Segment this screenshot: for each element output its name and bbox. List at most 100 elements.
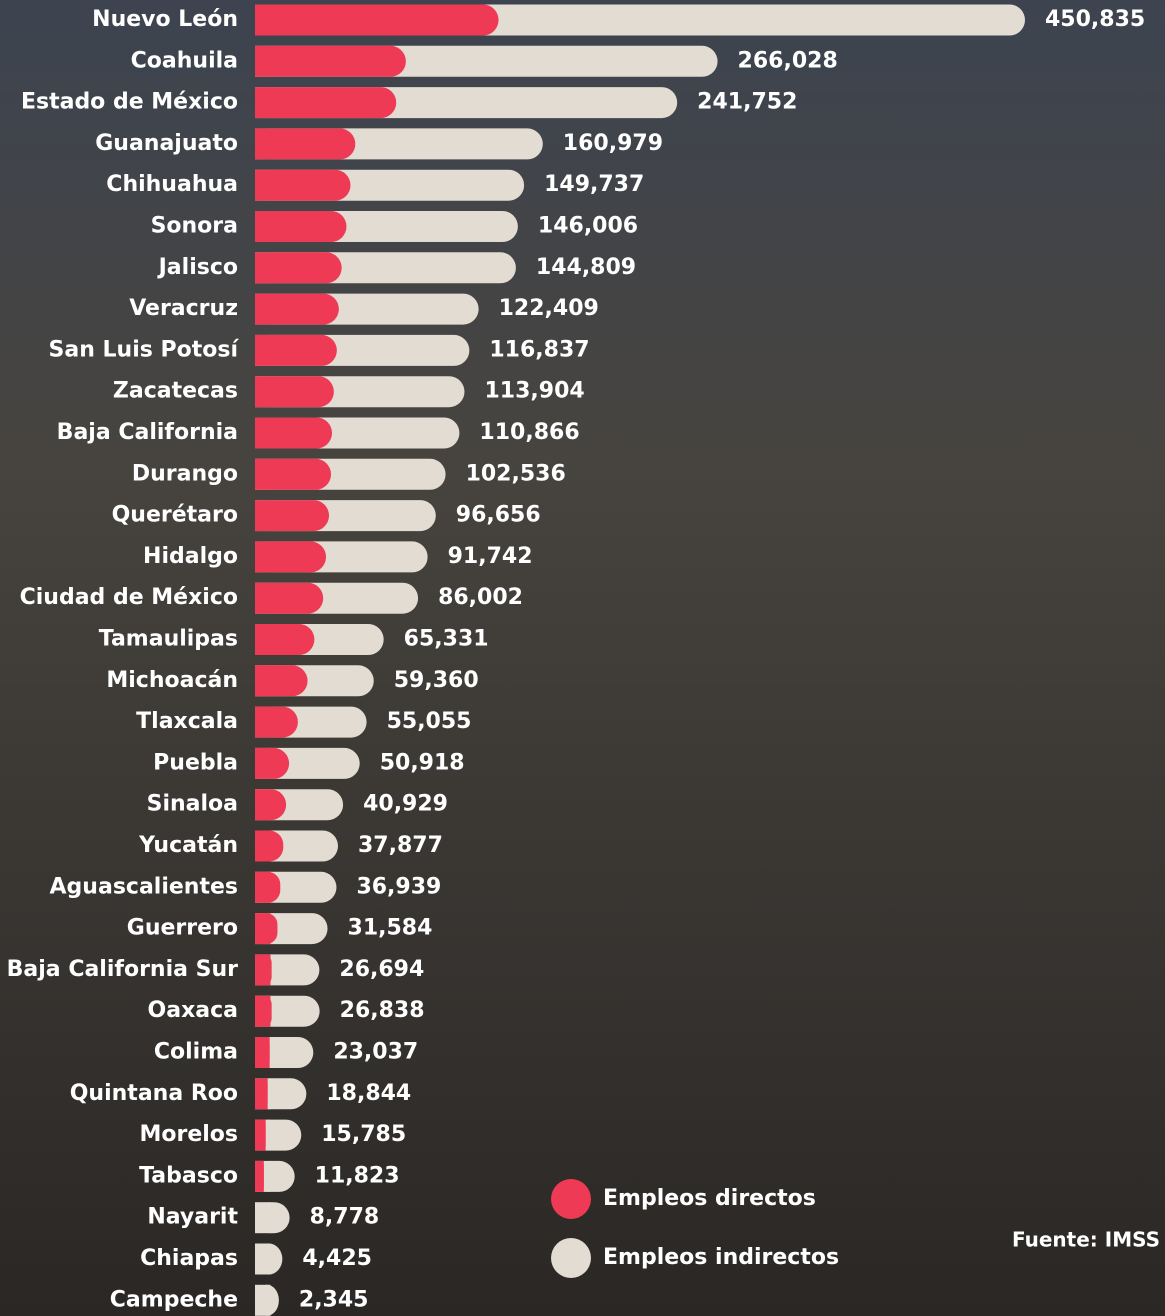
bar-segment: [255, 500, 330, 532]
bar-segment: [255, 169, 351, 201]
category-label: Aguascalientes: [50, 874, 238, 899]
bar-segment: [255, 417, 333, 449]
total-label: 122,409: [499, 296, 599, 321]
bar-segment-base: [255, 1160, 264, 1192]
category-label: Estado de México: [21, 90, 238, 115]
bar-segment-base: [255, 1078, 268, 1110]
bar-segment: [255, 458, 332, 490]
category-label: Sinaloa: [147, 792, 238, 817]
total-label: 91,742: [448, 544, 533, 569]
category-label: Durango: [132, 461, 238, 486]
bar-segment: [255, 211, 347, 242]
total-label: 86,002: [438, 585, 523, 610]
total-label: 37,877: [358, 833, 443, 858]
total-label: 65,331: [404, 627, 489, 652]
bar-segment-base: [255, 458, 271, 490]
total-label: 146,006: [538, 214, 638, 239]
total-label: 59,360: [394, 668, 479, 693]
category-label: Campeche: [110, 1287, 238, 1312]
total-label: 160,979: [563, 131, 663, 156]
category-label: Hidalgo: [143, 544, 238, 569]
category-label: Nayarit: [147, 1205, 238, 1230]
bar-segment-base: [255, 541, 271, 573]
bar-segment-base: [255, 128, 271, 160]
legend-label: Empleos directos: [603, 1186, 816, 1211]
total-label: 96,656: [456, 503, 541, 528]
category-label: Tamaulipas: [99, 627, 238, 652]
category-label: Zacatecas: [113, 379, 238, 404]
total-label: 26,694: [339, 957, 424, 982]
category-label: Querétaro: [112, 503, 238, 528]
category-label: Nuevo León: [92, 7, 238, 32]
category-label: Quintana Roo: [70, 1081, 238, 1106]
bar-segment-base: [255, 1037, 270, 1068]
bar-segment-base: [255, 1202, 271, 1234]
total-label: 110,866: [479, 420, 579, 445]
category-label: Baja California: [57, 420, 238, 445]
category-label: Michoacán: [106, 668, 238, 693]
total-label: 450,835: [1045, 7, 1145, 32]
bar-segment-base: [255, 376, 271, 408]
total-label: 4,425: [302, 1246, 372, 1271]
category-label: Colima: [154, 1040, 238, 1065]
bar-segment: [255, 4, 499, 36]
bar-segment: [255, 252, 342, 284]
category-label: Jalisco: [157, 255, 238, 280]
bar-segment-base: [255, 747, 271, 779]
bar-segment-base: [255, 252, 271, 284]
category-label: Chiapas: [140, 1246, 238, 1271]
category-label: Baja California Sur: [7, 957, 238, 982]
category-label: Yucatán: [138, 833, 238, 858]
total-label: 23,037: [333, 1040, 418, 1065]
bar-segment: [255, 45, 406, 77]
bar-segment: [255, 128, 356, 160]
total-label: 36,939: [356, 874, 441, 899]
total-label: 11,823: [315, 1163, 400, 1188]
bar-segment-base: [255, 706, 271, 738]
bar-segment-base: [255, 995, 271, 1027]
bar-segment-base: [255, 211, 271, 242]
legend-label: Empleos indirectos: [603, 1245, 839, 1270]
bar-segment: [255, 541, 327, 573]
legend-swatch: [551, 1179, 591, 1219]
total-label: 15,785: [321, 1122, 406, 1147]
total-label: 241,752: [697, 90, 797, 115]
bar-segment: [255, 582, 324, 614]
bar-segment-base: [255, 417, 271, 449]
total-label: 113,904: [484, 379, 584, 404]
bar-segment-base: [255, 954, 271, 986]
bar-segment-base: [255, 624, 271, 655]
bar-segment-base: [255, 169, 271, 201]
bar-segment-base: [255, 1284, 271, 1316]
bar-segment-base: [255, 45, 271, 77]
total-label: 144,809: [536, 255, 636, 280]
bar-segment-base: [255, 871, 271, 903]
bar-segment-base: [255, 789, 271, 821]
category-label: Tabasco: [139, 1163, 238, 1188]
bar-segment: [255, 87, 397, 119]
total-label: 116,837: [489, 337, 589, 362]
category-label: Oaxaca: [148, 998, 238, 1023]
total-label: 40,929: [363, 792, 448, 817]
category-label: Puebla: [153, 750, 238, 775]
legend-swatch: [551, 1238, 591, 1278]
bar-segment: [255, 376, 334, 408]
bar-segment-base: [255, 582, 271, 614]
category-label: Chihuahua: [106, 172, 238, 197]
bar-segment-base: [255, 500, 271, 532]
total-label: 102,536: [466, 461, 566, 486]
total-label: 50,918: [380, 750, 465, 775]
bar-segment-base: [255, 913, 271, 945]
category-label: San Luis Potosí: [49, 337, 240, 362]
category-label: Guanajuato: [95, 131, 238, 156]
category-label: Coahuila: [131, 48, 238, 73]
category-label: Guerrero: [127, 916, 238, 941]
bar-segment-base: [255, 4, 271, 36]
total-label: 55,055: [387, 709, 472, 734]
total-label: 149,737: [544, 172, 644, 197]
category-label: Ciudad de México: [20, 585, 238, 610]
bar-segment-base: [255, 1243, 271, 1275]
